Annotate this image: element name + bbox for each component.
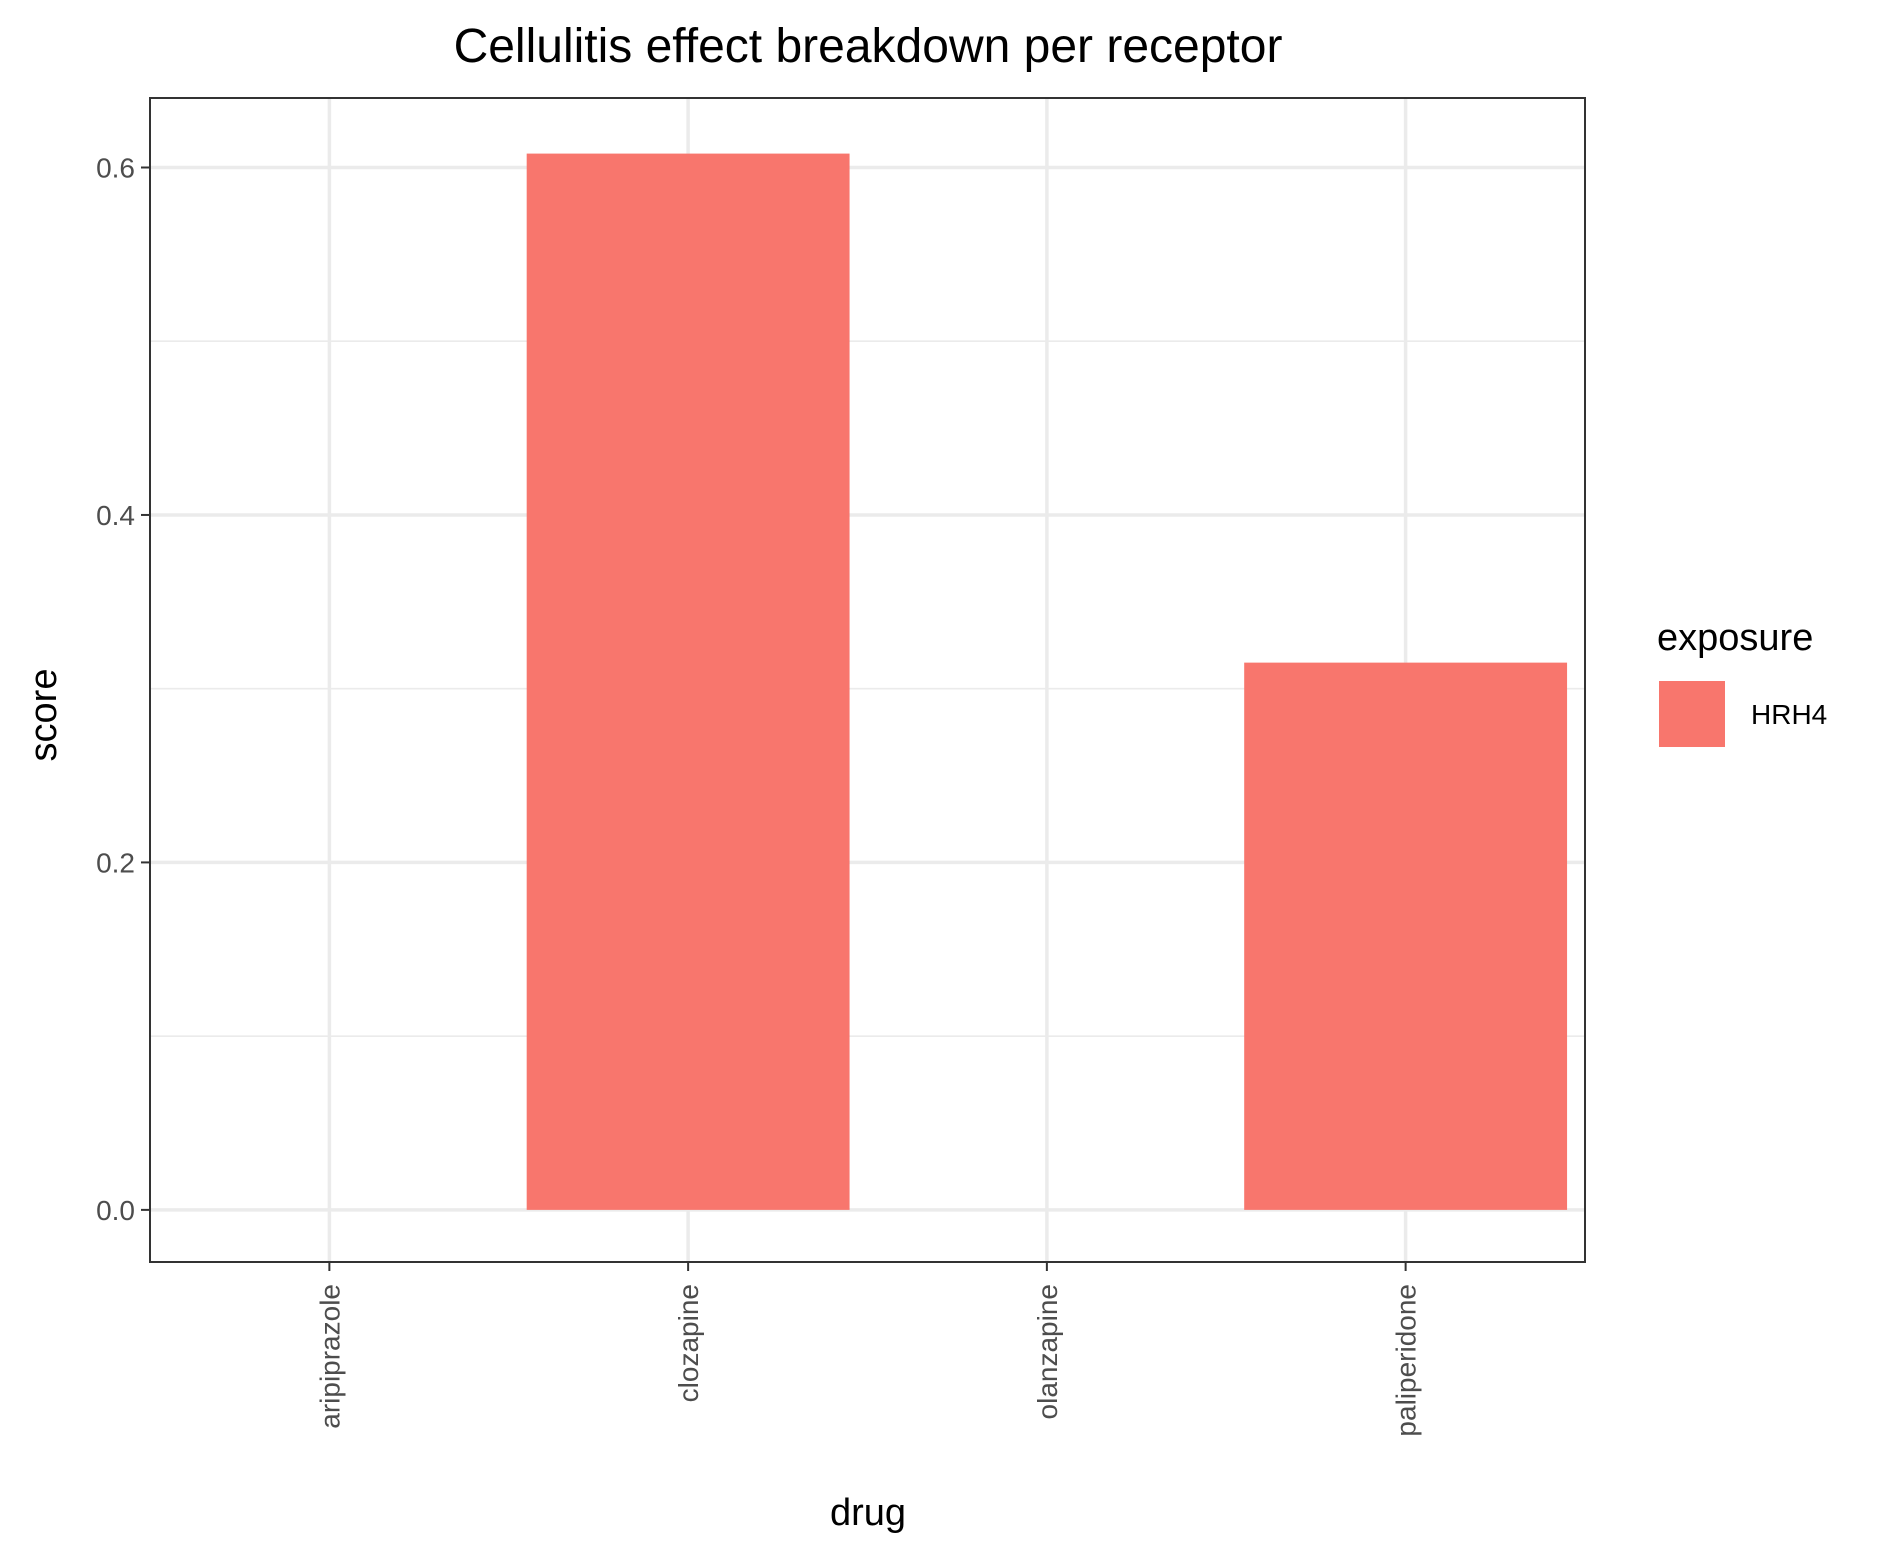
x-tick-label: aripiprazole: [314, 1284, 345, 1429]
y-tick-label: 0.0: [96, 1195, 135, 1226]
y-tick-label: 0.4: [96, 500, 135, 531]
x-tick-label: olanzapine: [1032, 1284, 1063, 1419]
x-tick-label: paliperidone: [1391, 1284, 1422, 1437]
chart-title: Cellulitis effect breakdown per receptor: [454, 20, 1283, 73]
plot-border: [149, 97, 1586, 1263]
y-tick-label: 0.2: [96, 847, 135, 878]
legend-title: exposure: [1657, 617, 1813, 659]
legend: exposure HRH4: [1657, 617, 1827, 747]
y-axis-title: score: [23, 669, 65, 762]
bar-clozapine: [526, 153, 850, 1210]
y-tick-label: 0.6: [96, 152, 135, 183]
x-tick-label: clozapine: [673, 1284, 704, 1402]
legend-label: HRH4: [1751, 699, 1827, 730]
x-axis-title: drug: [830, 1492, 906, 1534]
bar-paliperidone: [1244, 662, 1568, 1210]
legend-key: [1659, 681, 1725, 747]
plot-panel: 0.0 0.2 0.4 0.6 aripiprazole clozapine olanzap…: [96, 97, 1586, 1437]
